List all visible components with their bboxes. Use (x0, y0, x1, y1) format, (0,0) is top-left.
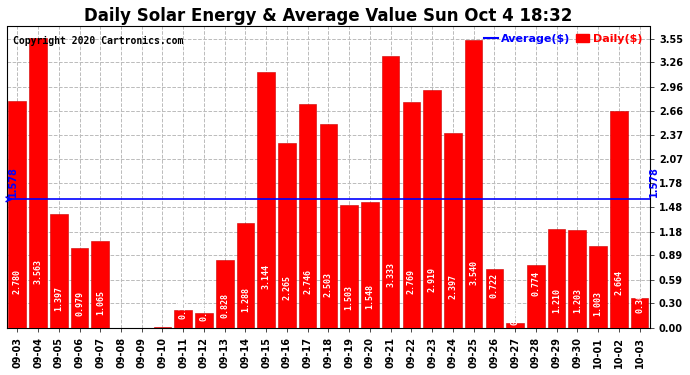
Bar (70, 248, 88, 328)
Text: 3.540: 3.540 (469, 260, 478, 285)
Text: 0.828: 0.828 (220, 293, 229, 318)
Text: 1.065: 1.065 (96, 290, 105, 315)
Bar (569, 230, 586, 328)
Bar (237, 223, 255, 328)
Text: 1.003: 1.003 (593, 291, 602, 316)
Bar (506, 323, 524, 328)
Bar (589, 246, 607, 328)
Bar (299, 104, 317, 328)
Bar (444, 133, 462, 328)
Text: 2.780: 2.780 (13, 269, 22, 294)
Bar (465, 39, 482, 328)
Bar (29, 38, 47, 328)
Text: 1.288: 1.288 (241, 287, 250, 312)
Text: 0.774: 0.774 (531, 272, 540, 296)
Text: 0.722: 0.722 (490, 273, 499, 298)
Bar (8, 102, 26, 328)
Text: 2.746: 2.746 (303, 269, 312, 294)
Text: Copyright 2020 Cartronics.com: Copyright 2020 Cartronics.com (13, 36, 184, 46)
Bar (154, 327, 171, 328)
Title: Daily Solar Energy & Average Value Sun Oct 4 18:32: Daily Solar Energy & Average Value Sun O… (84, 7, 573, 25)
Text: 3.563: 3.563 (34, 260, 43, 284)
Bar (195, 314, 213, 328)
Text: 0.177: 0.177 (199, 296, 208, 321)
Bar (319, 124, 337, 328)
Bar (340, 206, 358, 328)
Bar (278, 143, 296, 328)
Text: 0.216: 0.216 (179, 294, 188, 319)
Bar (382, 56, 400, 328)
Bar (402, 102, 420, 328)
Bar (610, 111, 628, 328)
Bar (257, 72, 275, 328)
Bar (361, 202, 379, 328)
Text: 1.503: 1.503 (345, 285, 354, 309)
Bar (527, 265, 544, 328)
Bar (50, 214, 68, 328)
Text: 0.361: 0.361 (635, 288, 644, 313)
Text: 0.063: 0.063 (511, 300, 520, 326)
Text: 1.203: 1.203 (573, 288, 582, 313)
Bar (631, 298, 649, 328)
Text: 1.210: 1.210 (552, 288, 561, 313)
Text: 0.979: 0.979 (75, 291, 84, 316)
Bar (216, 261, 233, 328)
Text: 3.333: 3.333 (386, 262, 395, 287)
Text: 2.769: 2.769 (407, 269, 416, 294)
Text: 2.397: 2.397 (448, 274, 457, 298)
Text: 2.919: 2.919 (428, 267, 437, 292)
Text: 2.503: 2.503 (324, 272, 333, 297)
Bar (486, 269, 503, 328)
Legend: Average($), Daily($): Average($), Daily($) (482, 32, 644, 46)
Bar (423, 90, 441, 328)
Text: 1.397: 1.397 (55, 286, 63, 311)
Text: 3.144: 3.144 (262, 264, 270, 290)
Text: 2.664: 2.664 (614, 270, 623, 296)
Text: 2.265: 2.265 (282, 275, 291, 300)
Text: 1.578: 1.578 (649, 166, 659, 197)
Text: 1.578: 1.578 (8, 166, 18, 197)
Text: 1.548: 1.548 (366, 284, 375, 309)
Bar (92, 241, 109, 328)
Bar (175, 310, 192, 328)
Bar (548, 230, 565, 328)
